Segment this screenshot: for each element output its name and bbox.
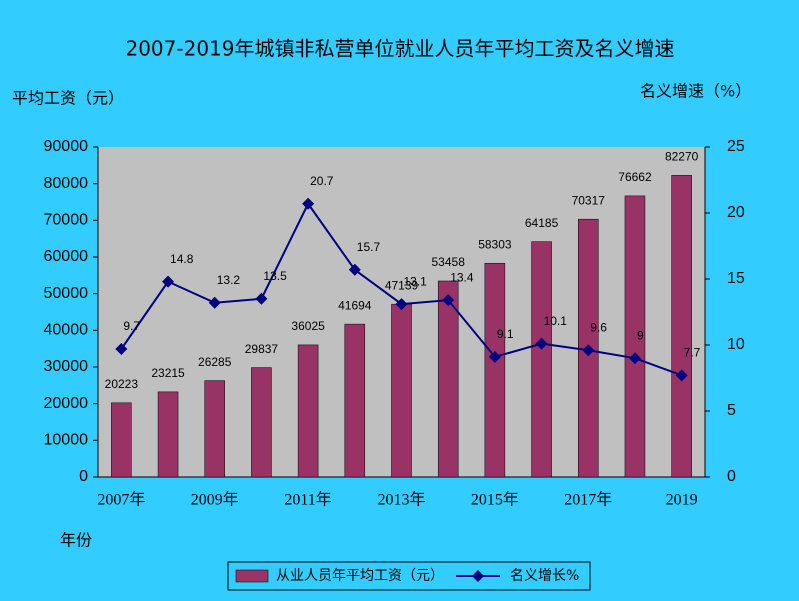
bar — [437, 280, 459, 478]
line-value-label: 7.7 — [684, 346, 701, 360]
bar — [484, 262, 506, 478]
bar-value-label: 58303 — [478, 237, 512, 251]
bar — [157, 391, 179, 478]
bar-value-label: 41694 — [338, 298, 372, 312]
bar-value-label: 47139 — [385, 278, 419, 292]
bar — [204, 380, 225, 478]
line-marker — [395, 298, 408, 311]
bar-value-label: 82270 — [665, 150, 699, 164]
y-tick-label: 10000 — [44, 432, 89, 449]
bar-value-label: 29837 — [245, 342, 279, 356]
bar — [391, 303, 412, 478]
line-value-label: 14.8 — [170, 252, 194, 266]
bar — [344, 323, 366, 478]
x-tick-label: 2007年 — [97, 491, 145, 509]
line-value-label: 9.1 — [497, 327, 514, 341]
line-value-label: 9 — [637, 328, 644, 342]
y-tick-label: 0 — [79, 468, 88, 485]
y-tick-label: 60000 — [44, 248, 89, 265]
line-marker — [442, 294, 455, 307]
line-value-label: 20.7 — [310, 174, 334, 188]
bar — [251, 367, 272, 478]
line-marker — [675, 369, 688, 382]
line-marker — [302, 197, 315, 210]
y2-tick-label: 15 — [727, 270, 745, 287]
y-tick-label: 40000 — [44, 322, 89, 339]
bar-value-label: 26285 — [198, 355, 232, 369]
y-tick-label: 50000 — [44, 285, 89, 302]
y2-tick-label: 20 — [727, 204, 745, 221]
line-marker — [255, 292, 268, 305]
chart-title: 2007-2019年城镇非私营单位就业人员年平均工资及名义增速 — [125, 37, 674, 61]
line-value-label: 13.1 — [404, 274, 428, 288]
y-tick-label: 70000 — [44, 212, 89, 229]
x-axis-title: 年份 — [60, 531, 92, 550]
line-marker — [582, 344, 595, 357]
x-tick-label: 2009年 — [191, 491, 239, 509]
line-marker — [535, 337, 548, 350]
y-axis-title: 平均工资（元） — [12, 89, 124, 108]
line-marker — [628, 352, 641, 365]
bar — [297, 344, 319, 478]
bar-value-label: 53458 — [432, 255, 466, 269]
line-marker — [115, 342, 128, 355]
legend-label: 从业人员年平均工资（元） — [276, 568, 444, 584]
y2-tick-label: 0 — [727, 468, 736, 485]
bar — [624, 195, 646, 478]
x-tick-label: 2017年 — [564, 491, 612, 509]
line-marker — [348, 263, 361, 276]
y2-tick-label: 25 — [727, 138, 745, 155]
line-marker — [208, 296, 221, 309]
bar-value-label: 70317 — [572, 193, 606, 207]
line-value-label: 13.5 — [263, 269, 287, 283]
y2-tick-label: 10 — [727, 336, 745, 353]
legend-label: 名义增长% — [510, 568, 579, 584]
bar — [531, 241, 552, 478]
x-tick-label: 2019 — [666, 492, 698, 509]
legend-marker — [472, 570, 484, 582]
bar-value-label: 20223 — [105, 377, 139, 391]
y-tick-label: 80000 — [44, 175, 89, 192]
line-value-label: 13.4 — [450, 270, 474, 284]
line-marker — [488, 350, 501, 363]
line-value-label: 13.2 — [217, 273, 241, 287]
line-value-label: 15.7 — [357, 240, 381, 254]
bar — [111, 402, 132, 478]
line-marker — [162, 275, 175, 288]
bar — [671, 175, 692, 478]
x-tick-label: 2011年 — [284, 491, 331, 509]
bar-value-label: 23215 — [151, 366, 185, 380]
bar-value-label: 64185 — [525, 216, 559, 230]
y2-axis-title: 名义增速（%） — [640, 82, 751, 101]
bar-value-label: 76662 — [618, 170, 652, 184]
bar-value-label: 36025 — [291, 319, 325, 333]
x-tick-label: 2013年 — [377, 491, 425, 509]
line-value-label: 9.6 — [590, 320, 607, 334]
y2-tick-label: 5 — [727, 402, 736, 419]
y-tick-label: 90000 — [44, 138, 89, 155]
x-tick-label: 2015年 — [471, 491, 519, 509]
legend-swatch — [235, 569, 269, 583]
y-tick-label: 20000 — [44, 395, 89, 412]
line-value-label: 9.7 — [123, 319, 140, 333]
line-value-label: 10.1 — [544, 314, 568, 328]
legend — [227, 561, 591, 591]
y-tick-label: 30000 — [44, 358, 89, 375]
